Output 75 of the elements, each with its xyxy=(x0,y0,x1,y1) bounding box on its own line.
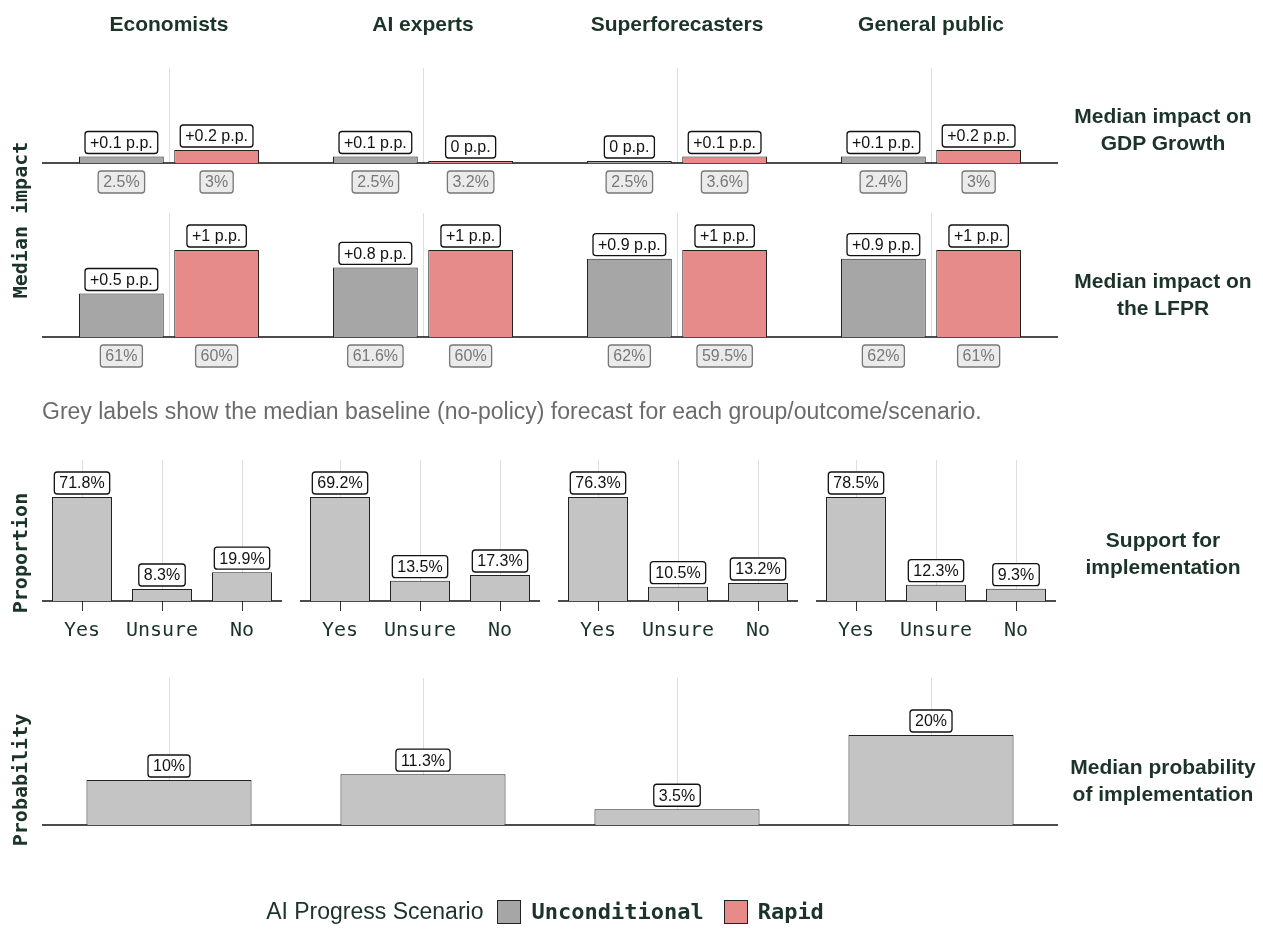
text: 60% xyxy=(454,347,487,365)
text: 2.5% xyxy=(611,173,648,191)
text: Grey labels show the median baseline (no-policy) forecast for each group/outcome/scenario. xyxy=(42,398,982,425)
data-label: +1 p.p. xyxy=(699,227,750,245)
text: 60% xyxy=(200,347,233,365)
data-label: 17.3% xyxy=(477,552,523,570)
data-label: 0 p.p. xyxy=(450,138,491,156)
data-label: 20% xyxy=(914,712,948,730)
data-label: +0.1 p.p. xyxy=(344,133,407,151)
text: 61.6% xyxy=(352,347,399,365)
data-label: 71.8% xyxy=(59,474,105,492)
y-axis-title: Proportion xyxy=(8,492,32,614)
x-tick-label: General public xyxy=(858,11,1005,35)
x-tick-label: No xyxy=(487,617,513,642)
data-label: +0.2 p.p. xyxy=(947,127,1010,145)
data-label: +0.9 p.p. xyxy=(852,236,915,254)
text: 59.5% xyxy=(701,347,748,365)
y-axis-title: Median impact xyxy=(8,141,32,299)
data-label: 69.2% xyxy=(317,474,363,492)
x-tick-label: Economists xyxy=(109,11,229,35)
data-label: 10% xyxy=(152,757,186,775)
data-label: +1 p.p. xyxy=(445,227,496,245)
data-label: +0.1 p.p. xyxy=(90,133,153,151)
data-label: +0.1 p.p. xyxy=(852,133,915,151)
data-label: 3.5% xyxy=(658,786,696,804)
x-tick-label: Unsure xyxy=(641,617,715,642)
data-label: 8.3% xyxy=(143,566,181,584)
data-label: 78.5% xyxy=(833,474,879,492)
x-tick-label: Yes xyxy=(579,617,617,642)
text: 61% xyxy=(962,347,995,365)
data-label: +1 p.p. xyxy=(953,227,1004,245)
x-tick-label: No xyxy=(229,617,255,642)
data-label: 0 p.p. xyxy=(609,138,650,156)
data-label: +0.5 p.p. xyxy=(90,270,153,288)
text: 3% xyxy=(205,173,229,191)
data-label: 10.5% xyxy=(655,564,701,582)
x-tick-label: Unsure xyxy=(899,617,973,642)
x-tick-label: No xyxy=(745,617,771,642)
text: 61% xyxy=(105,347,138,365)
x-tick-label: Unsure xyxy=(383,617,457,642)
text: 2.4% xyxy=(865,173,902,191)
legend-label: Unconditional xyxy=(531,899,704,924)
x-tick-label: Yes xyxy=(837,617,875,642)
data-label: +0.8 p.p. xyxy=(344,244,407,262)
y2-axis-title: Median probability of implementation xyxy=(1069,754,1257,807)
legend-label: Rapid xyxy=(757,899,824,924)
data-label: 19.9% xyxy=(219,549,265,567)
text: 62% xyxy=(867,347,900,365)
data-label: 12.3% xyxy=(913,562,959,580)
text: 3.6% xyxy=(706,173,743,191)
x-tick-label: Superforecasters xyxy=(590,11,764,35)
y2-axis-title: Support for implementation xyxy=(1084,527,1242,580)
text: 62% xyxy=(613,347,646,365)
y2-axis-title: Median impact on the LFPR xyxy=(1073,267,1253,321)
data-label: 13.5% xyxy=(397,558,443,576)
y2-axis-title: Median impact on GDP Growth xyxy=(1073,103,1253,156)
y-axis-title: Probability xyxy=(8,713,32,847)
data-label: 9.3% xyxy=(997,566,1035,584)
data-label: +1 p.p. xyxy=(191,227,242,245)
data-label: 76.3% xyxy=(575,474,621,492)
x-tick-label: Yes xyxy=(321,617,359,642)
data-label: +0.1 p.p. xyxy=(693,133,756,151)
data-label: 11.3% xyxy=(400,751,446,769)
x-tick-label: AI experts xyxy=(372,11,474,35)
text: 2.5% xyxy=(357,173,394,191)
data-label: +0.2 p.p. xyxy=(185,127,248,145)
data-label: 13.2% xyxy=(735,560,781,578)
text: 2.5% xyxy=(103,173,140,191)
text: 3% xyxy=(967,173,991,191)
text: 3.2% xyxy=(452,173,489,191)
x-tick-label: No xyxy=(1003,617,1029,642)
x-tick-label: Yes xyxy=(63,617,101,642)
data-label: +0.9 p.p. xyxy=(598,236,661,254)
legend-title: AI Progress Scenario xyxy=(266,898,484,925)
x-tick-label: Unsure xyxy=(125,617,199,642)
